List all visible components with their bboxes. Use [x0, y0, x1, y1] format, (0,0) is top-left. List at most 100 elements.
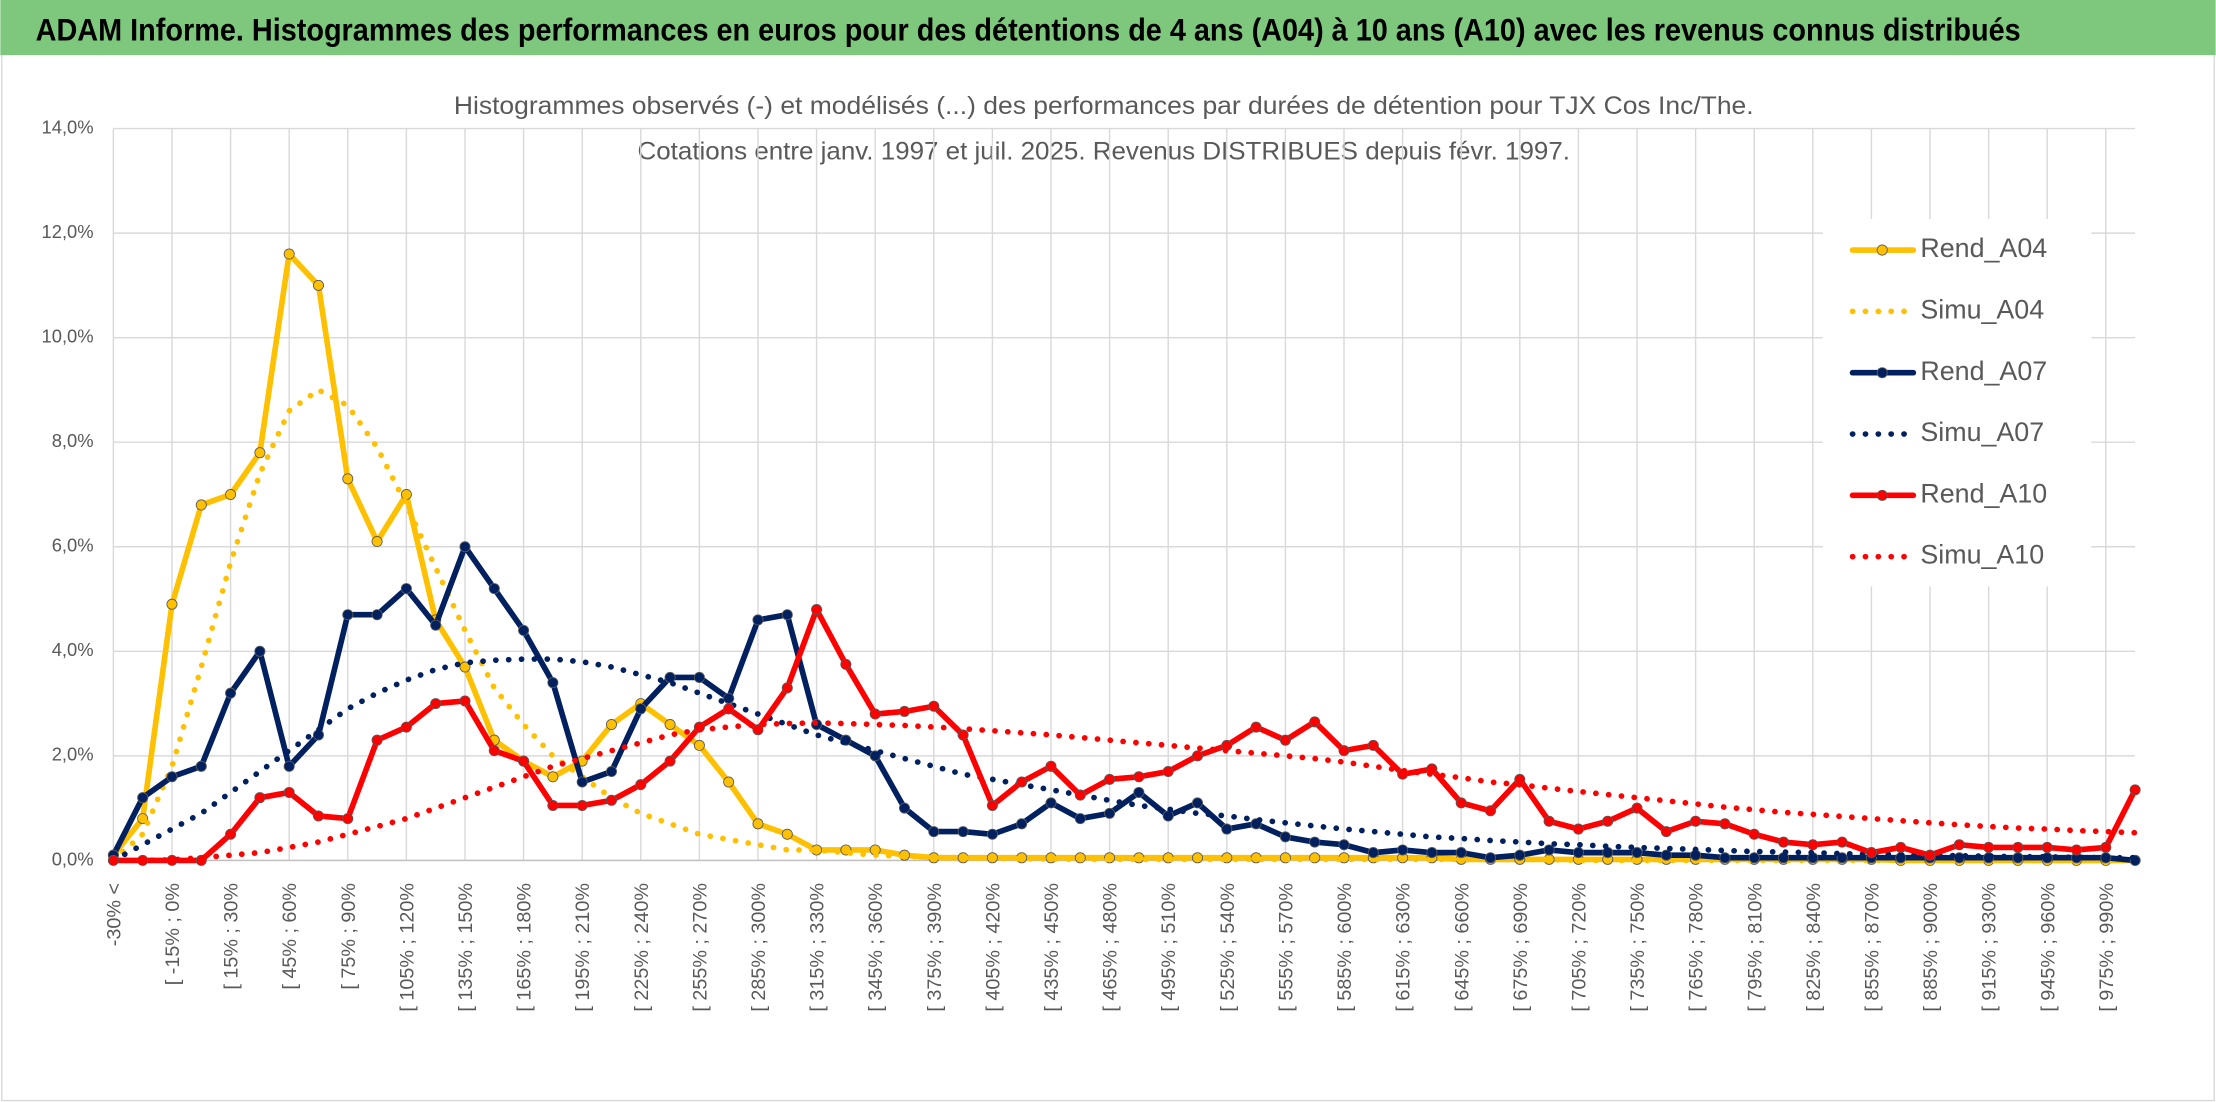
point [518, 755, 530, 767]
point [576, 800, 588, 812]
point [1865, 847, 1877, 859]
legend-bg [1822, 218, 2092, 587]
x-tick-label: [ 945% ; 960% [2037, 883, 2059, 1012]
series-line [110, 606, 2138, 864]
x-tick-label: [ 855% ; 870% [1861, 883, 1883, 1012]
x-tick-label: [ 795% ; 810% [1744, 883, 1766, 1012]
point [1279, 734, 1291, 746]
point [1719, 852, 1731, 864]
point [254, 447, 266, 459]
chart-subtitle: Cotations entre janv. 1997 et juil. 2025… [638, 137, 1570, 165]
point [459, 661, 471, 673]
x-tick-label: [ 645% ; 660% [1451, 883, 1473, 1012]
point [371, 609, 383, 621]
point [400, 583, 412, 595]
point [547, 677, 559, 689]
x-tick-label: [ 735% ; 750% [1627, 883, 1649, 1012]
point [371, 734, 383, 746]
point [1104, 807, 1116, 819]
point [488, 583, 500, 595]
chart-title: Histogrammes observés (-) et modélisés (… [454, 92, 1754, 120]
point [752, 724, 764, 736]
point [664, 718, 676, 731]
point [1543, 815, 1555, 827]
point [1484, 852, 1497, 864]
y-tick-label: 6,0% [52, 535, 94, 556]
x-tick-label: -30% < [103, 883, 125, 946]
point [2100, 841, 2112, 853]
x-tick-label: [ 765% ; 780% [1686, 883, 1708, 1012]
point [459, 541, 471, 553]
point [1455, 847, 1467, 859]
point [1924, 849, 1936, 861]
point [2129, 784, 2141, 796]
header-band [0, 0, 2216, 56]
point [1191, 750, 1204, 762]
point [1397, 844, 1409, 856]
point [1895, 841, 1907, 853]
point [1338, 839, 1350, 851]
point [1748, 852, 1760, 864]
point [1309, 836, 1321, 848]
point [400, 721, 412, 733]
point [576, 776, 588, 788]
y-tick-label: 4,0% [52, 639, 94, 660]
point [752, 614, 764, 626]
point [928, 700, 940, 712]
point [254, 645, 266, 657]
point [957, 826, 969, 838]
point [1191, 797, 1204, 809]
point [1953, 839, 1965, 851]
legend-marker [1876, 367, 1888, 379]
point [1631, 847, 1643, 859]
point [723, 776, 735, 788]
point [283, 786, 295, 798]
point [430, 698, 442, 710]
legend-label: Simu_A04 [1920, 294, 2044, 324]
point [723, 692, 735, 704]
point [781, 828, 793, 840]
point [1367, 847, 1379, 859]
legend-marker [1876, 244, 1888, 256]
point [635, 779, 647, 791]
point [1543, 844, 1555, 856]
point [1660, 849, 1672, 861]
point [312, 279, 324, 291]
point [459, 695, 471, 707]
point [1572, 823, 1584, 835]
x-tick-label: [ 825% ; 840% [1803, 883, 1825, 1012]
x-tick-label: [ 255% ; 270% [689, 883, 711, 1012]
point [1367, 739, 1379, 751]
point [1572, 847, 1584, 859]
point [1309, 716, 1321, 728]
point [1045, 797, 1057, 809]
point [2071, 844, 2083, 856]
point [430, 619, 442, 631]
point [605, 766, 617, 778]
point [342, 473, 354, 485]
point [1016, 776, 1028, 788]
y-tick-label: 0,0% [52, 848, 94, 869]
x-tick-label: [ 615% ; 630% [1393, 883, 1415, 1012]
x-tick-label: [ 435% ; 450% [1041, 883, 1063, 1012]
series-line [110, 543, 2138, 864]
point [752, 818, 764, 830]
header-title: ADAM Informe. Histogrammes des performan… [36, 13, 2021, 48]
point [898, 802, 911, 814]
point [1162, 766, 1174, 778]
point [1719, 818, 1731, 830]
point [1484, 805, 1497, 817]
x-tick-label: [ 105% ; 120% [396, 883, 418, 1012]
x-tick-label: [ 315% ; 330% [807, 883, 829, 1012]
x-tick-label: [ 675% ; 690% [1510, 883, 1532, 1012]
point [1690, 815, 1702, 827]
point [1953, 852, 1965, 864]
point [664, 671, 676, 683]
point [1104, 773, 1116, 785]
legend-label: Rend_A07 [1920, 356, 2047, 386]
x-tick-label: [ 135% ; 150% [455, 883, 477, 1012]
point [166, 771, 178, 783]
point [898, 705, 911, 717]
y-tick-label: 12,0% [42, 221, 94, 242]
point [635, 703, 647, 715]
